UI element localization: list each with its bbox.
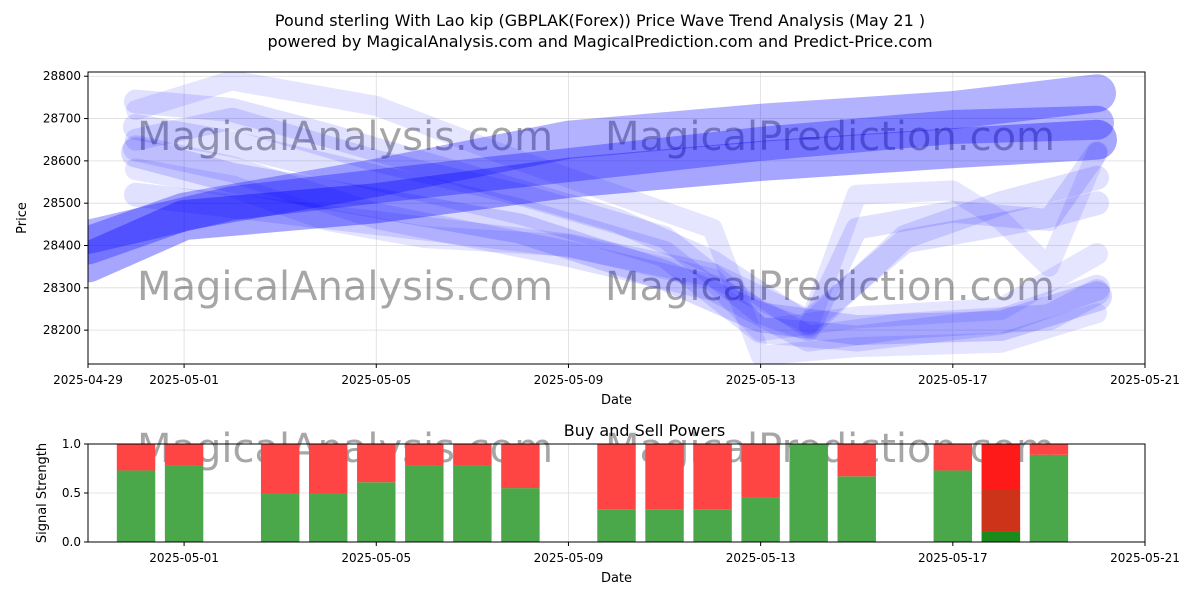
sell-bar: [933, 444, 973, 471]
sell-bar: [837, 444, 876, 477]
watermark: MagicalPrediction.com: [605, 264, 1055, 310]
sell-bar: [741, 444, 780, 498]
y-tick-label: 28700: [43, 112, 81, 126]
x-tick-label: 2025-05-01: [149, 551, 219, 565]
wave-band: [121, 137, 1112, 346]
y-tick-label: 28800: [43, 69, 81, 83]
watermark: MagicalAnalysis.com: [137, 264, 553, 310]
sell-bar: [164, 444, 204, 466]
y-tick-label: 28600: [43, 154, 81, 168]
wave-bands: [88, 72, 1117, 364]
wave-band: [88, 74, 1116, 265]
wave-band: [88, 105, 1114, 254]
y-tick-label: 0.5: [62, 486, 81, 500]
wave-band: [123, 135, 1110, 352]
sell-bar: [693, 444, 732, 510]
buy-bar: [597, 509, 636, 542]
buy-bar: [116, 470, 156, 542]
sell-bar: [501, 444, 540, 489]
sell-bar: [260, 444, 300, 493]
sell-bar: [1029, 444, 1069, 455]
wave-band: [125, 158, 1108, 342]
y-tick-label: 1.0: [62, 437, 81, 451]
x-tick-label: 2025-04-29: [53, 373, 123, 387]
x-tick-label: 2025-05-21: [1110, 373, 1180, 387]
wave-band: [125, 107, 1108, 342]
x-tick-label: 2025-05-13: [726, 373, 796, 387]
x-axis-label: Date: [601, 393, 632, 408]
x-tick-label: 2025-05-09: [534, 551, 604, 565]
wave-band: [124, 89, 1109, 338]
buy-bar: [789, 444, 828, 542]
buy-bar-dark: [981, 531, 1021, 542]
buy-bar: [309, 493, 348, 542]
x-tick-label: 2025-05-13: [726, 551, 796, 565]
wave-band: [123, 114, 1110, 352]
sell-bar: [645, 444, 684, 510]
panel-title: Buy and Sell Powers: [564, 421, 726, 440]
buy-bar: [1029, 454, 1069, 542]
wave-band: [126, 72, 1107, 364]
x-axis-label: Date: [601, 571, 632, 586]
chart-subtitle: powered by MagicalAnalysis.com and Magic…: [267, 32, 932, 51]
buy-sell-panel: Buy and Sell PowersMagicalAnalysis.comMa…: [35, 421, 1180, 586]
sell-bar: [405, 444, 444, 466]
buy-bar: [837, 476, 876, 542]
buy-bar: [741, 497, 780, 542]
wave-band: [124, 182, 1109, 334]
sell-bar: [357, 444, 396, 483]
sell-bar: [309, 444, 348, 493]
y-axis-label: Signal Strength: [35, 443, 50, 543]
x-tick-label: 2025-05-05: [341, 373, 411, 387]
chart-title: Pound sterling With Lao kip (GBPLAK(Fore…: [275, 11, 925, 30]
wave-band: [798, 142, 1107, 336]
y-tick-label: 28500: [43, 196, 81, 210]
buy-bar: [405, 465, 444, 542]
y-tick-label: 28200: [43, 323, 81, 337]
x-tick-label: 2025-05-09: [534, 373, 604, 387]
buy-bar: [164, 465, 204, 542]
y-tick-label: 0.0: [62, 535, 81, 549]
watermark: MagicalAnalysis.com: [137, 114, 553, 160]
x-tick-label: 2025-05-17: [918, 551, 988, 565]
sell-bar-mid: [981, 489, 1021, 532]
buy-bar: [645, 509, 684, 542]
x-tick-label: 2025-05-17: [918, 373, 988, 387]
sell-bar: [597, 444, 636, 510]
x-tick-label: 2025-05-01: [149, 373, 219, 387]
buy-bar: [693, 509, 732, 542]
y-axis-label: Price: [15, 202, 30, 234]
x-tick-label: 2025-05-05: [341, 551, 411, 565]
plot-frame: [87, 71, 1146, 365]
buy-bar: [260, 493, 300, 542]
wave-band: [88, 119, 1117, 283]
watermark: MagicalPrediction.com: [605, 114, 1055, 160]
buy-bar: [453, 465, 492, 542]
buy-bar: [357, 482, 396, 542]
y-tick-label: 28300: [43, 281, 81, 295]
x-tick-label: 2025-05-21: [1110, 551, 1180, 565]
sell-bar-bright: [981, 444, 1021, 490]
y-tick-label: 28400: [43, 239, 81, 253]
buy-bar: [501, 488, 540, 542]
price-wave-panel: MagicalAnalysis.com MagicalPrediction.com…: [15, 69, 1180, 408]
sell-bar: [453, 444, 492, 466]
sell-bar: [116, 444, 156, 471]
buy-bar: [933, 470, 973, 542]
